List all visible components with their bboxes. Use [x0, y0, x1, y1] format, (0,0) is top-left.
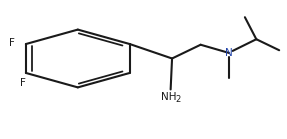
Text: 2: 2 — [175, 95, 181, 104]
Text: N: N — [225, 48, 233, 58]
Text: F: F — [20, 78, 26, 88]
Text: F: F — [9, 38, 15, 48]
Text: NH: NH — [161, 92, 176, 102]
